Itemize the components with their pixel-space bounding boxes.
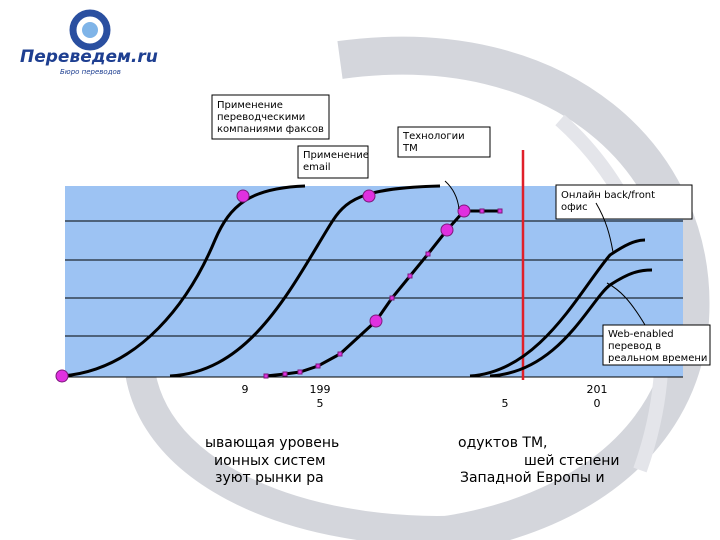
caption-text: одуктов TM, (458, 435, 548, 451)
x-axis-label: 0 (594, 397, 601, 410)
x-axis-label: 5 (502, 397, 509, 410)
x-axis-label: 201 (587, 383, 608, 396)
x-axis-label: 9 (242, 383, 249, 396)
callout-boxes (211, 94, 711, 366)
x-axis-label: 5 (317, 397, 324, 410)
x-axis-label: 199 (310, 383, 331, 396)
caption-text: ывающая уровень (205, 435, 339, 451)
logo-name: Переведем.ru (20, 47, 158, 67)
callout: Технологии TM (402, 131, 465, 154)
caption-text: Западной Европы и (460, 470, 605, 486)
logo-tagline: Бюро переводов (60, 68, 121, 76)
logo: Переведем.ru Бюро переводов (20, 9, 158, 76)
callout: Web-enabled перевод в реальном времени (608, 329, 707, 364)
caption-text: ионных систем (214, 453, 326, 469)
caption-text: зуют рынки ра (215, 470, 324, 486)
caption-text: шей степени (524, 453, 619, 469)
callout: Применение email (303, 150, 369, 173)
callout: Онлайн back/front офис (561, 190, 655, 213)
callout: Применение переводческими компаниями факсо… (217, 100, 324, 135)
callout-arrows (444, 180, 646, 326)
